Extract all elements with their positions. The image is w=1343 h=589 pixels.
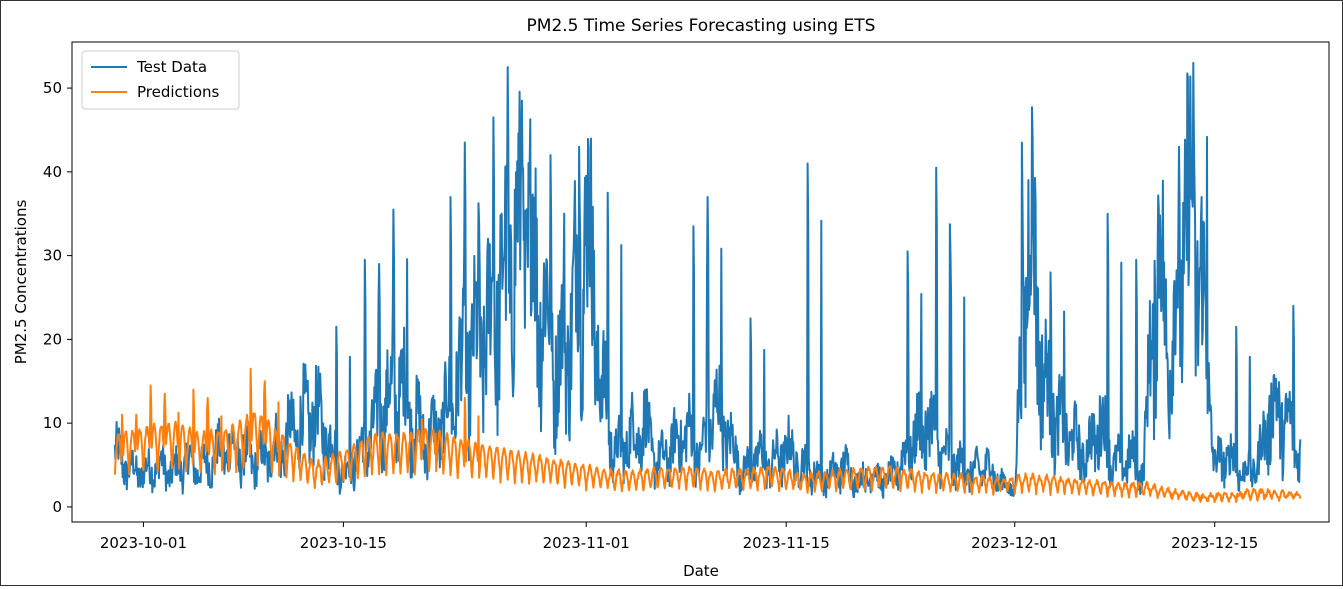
x-tick-label: 2023-12-15: [1171, 534, 1258, 552]
y-tick-label: 10: [43, 414, 62, 432]
y-axis-label: PM2.5 Concentrations: [12, 200, 30, 365]
y-tick-label: 0: [52, 498, 62, 516]
legend-box: [81, 50, 240, 110]
x-tick-label: 2023-10-01: [100, 534, 187, 552]
legend-label-predictions: Predictions: [137, 83, 220, 101]
y-tick-label: 40: [43, 163, 62, 181]
plot-area: [71, 41, 1330, 523]
y-axis: 0 10 20 30 40 50: [43, 79, 72, 516]
x-tick-label: 2023-10-15: [300, 534, 387, 552]
x-axis-label: Date: [683, 562, 719, 580]
series-layer: [113, 61, 1302, 504]
chart-title: PM2.5 Time Series Forecasting using ETS: [527, 16, 876, 36]
y-tick-label: 50: [43, 79, 62, 97]
legend: Test Data Predictions: [81, 50, 240, 110]
x-tick-label: 2023-11-01: [543, 534, 630, 552]
x-tick-label: 2023-12-01: [971, 534, 1058, 552]
x-tick-label: 2023-11-15: [743, 534, 830, 552]
series-line-test-data: [113, 61, 1302, 499]
x-axis: 2023-10-01 2023-10-15 2023-11-01 2023-11-15…: [100, 522, 1258, 552]
y-tick-label: 30: [43, 247, 62, 265]
legend-label-test-data: Test Data: [136, 58, 207, 76]
series-line-predictions: [113, 367, 1302, 504]
y-tick-label: 20: [43, 330, 62, 348]
